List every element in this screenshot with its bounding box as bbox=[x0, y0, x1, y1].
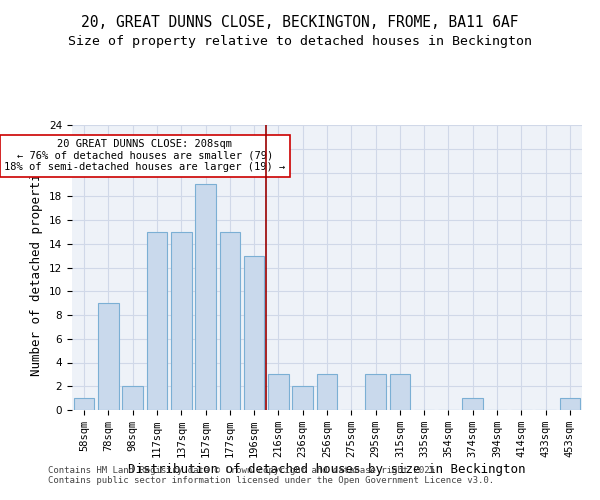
Bar bbox=[98, 303, 119, 410]
Bar bbox=[268, 374, 289, 410]
Bar bbox=[389, 374, 410, 410]
Bar bbox=[220, 232, 240, 410]
Bar bbox=[365, 374, 386, 410]
Bar bbox=[195, 184, 216, 410]
Bar bbox=[560, 398, 580, 410]
Text: 20, GREAT DUNNS CLOSE, BECKINGTON, FROME, BA11 6AF: 20, GREAT DUNNS CLOSE, BECKINGTON, FROME… bbox=[81, 15, 519, 30]
Bar bbox=[146, 232, 167, 410]
Bar bbox=[244, 256, 265, 410]
Bar bbox=[171, 232, 191, 410]
Bar bbox=[463, 398, 483, 410]
Text: Contains HM Land Registry data © Crown copyright and database right 2025.
Contai: Contains HM Land Registry data © Crown c… bbox=[48, 466, 494, 485]
Bar bbox=[122, 386, 143, 410]
Bar bbox=[317, 374, 337, 410]
Bar bbox=[292, 386, 313, 410]
X-axis label: Distribution of detached houses by size in Beckington: Distribution of detached houses by size … bbox=[128, 463, 526, 476]
Text: 20 GREAT DUNNS CLOSE: 208sqm
← 76% of detached houses are smaller (79)
18% of se: 20 GREAT DUNNS CLOSE: 208sqm ← 76% of de… bbox=[4, 139, 286, 172]
Y-axis label: Number of detached properties: Number of detached properties bbox=[31, 159, 43, 376]
Text: Size of property relative to detached houses in Beckington: Size of property relative to detached ho… bbox=[68, 35, 532, 48]
Bar bbox=[74, 398, 94, 410]
